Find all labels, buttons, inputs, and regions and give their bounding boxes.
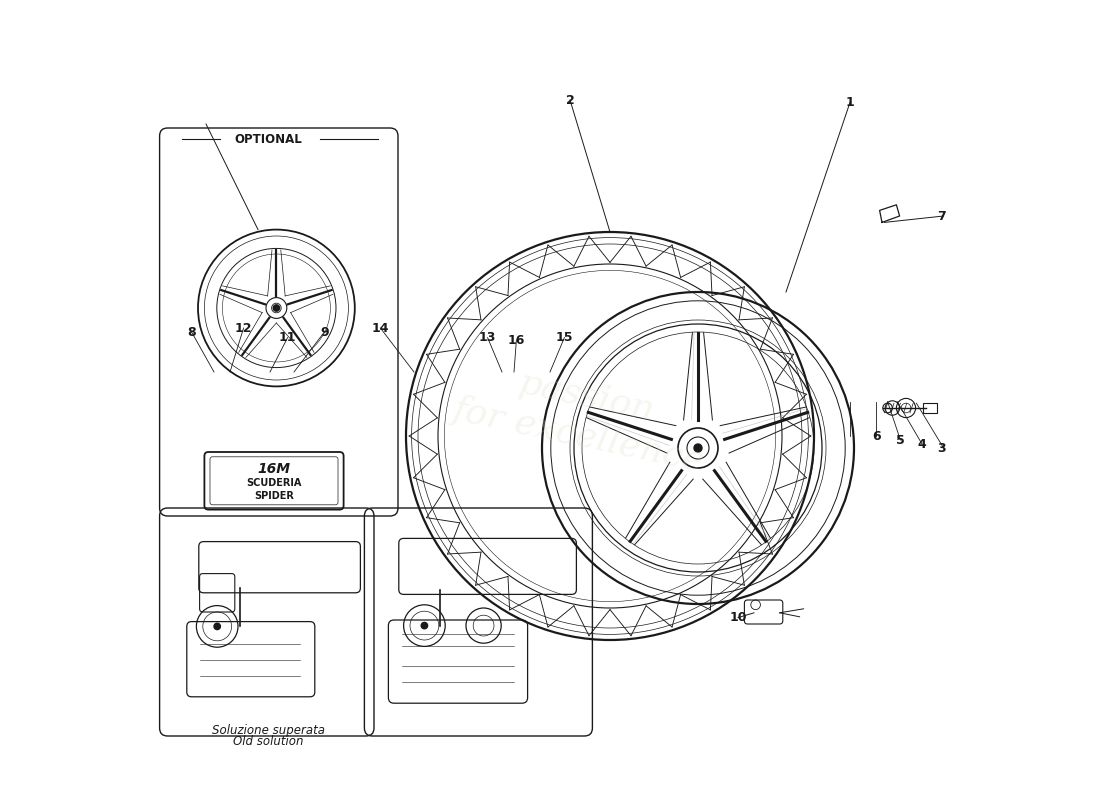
Text: 11: 11 [279, 331, 296, 344]
Text: 10: 10 [729, 611, 747, 624]
Text: 3: 3 [937, 442, 946, 454]
Text: 16M: 16M [257, 462, 290, 476]
Text: 6: 6 [872, 430, 881, 442]
Text: 2: 2 [565, 94, 574, 106]
Circle shape [214, 623, 220, 630]
Text: Soluzione superata: Soluzione superata [212, 724, 324, 737]
Text: 8: 8 [187, 326, 196, 338]
Text: 12: 12 [235, 322, 252, 334]
Text: 14: 14 [372, 322, 389, 334]
Text: 4: 4 [917, 438, 926, 450]
Text: passion
for excellence: passion for excellence [449, 354, 715, 478]
Text: Old solution: Old solution [233, 735, 304, 748]
Text: SPIDER: SPIDER [254, 491, 294, 501]
Text: 15: 15 [556, 331, 573, 344]
Text: 1: 1 [846, 96, 855, 109]
Text: 7: 7 [937, 210, 946, 222]
Text: SCUDERIA: SCUDERIA [246, 478, 301, 488]
Circle shape [694, 444, 702, 452]
Text: 5: 5 [896, 434, 905, 446]
Text: 9: 9 [320, 326, 329, 338]
Text: 16: 16 [508, 334, 525, 346]
Circle shape [421, 622, 428, 629]
Text: OPTIONAL: OPTIONAL [234, 133, 302, 146]
Circle shape [273, 305, 279, 311]
Text: 13: 13 [478, 331, 496, 344]
